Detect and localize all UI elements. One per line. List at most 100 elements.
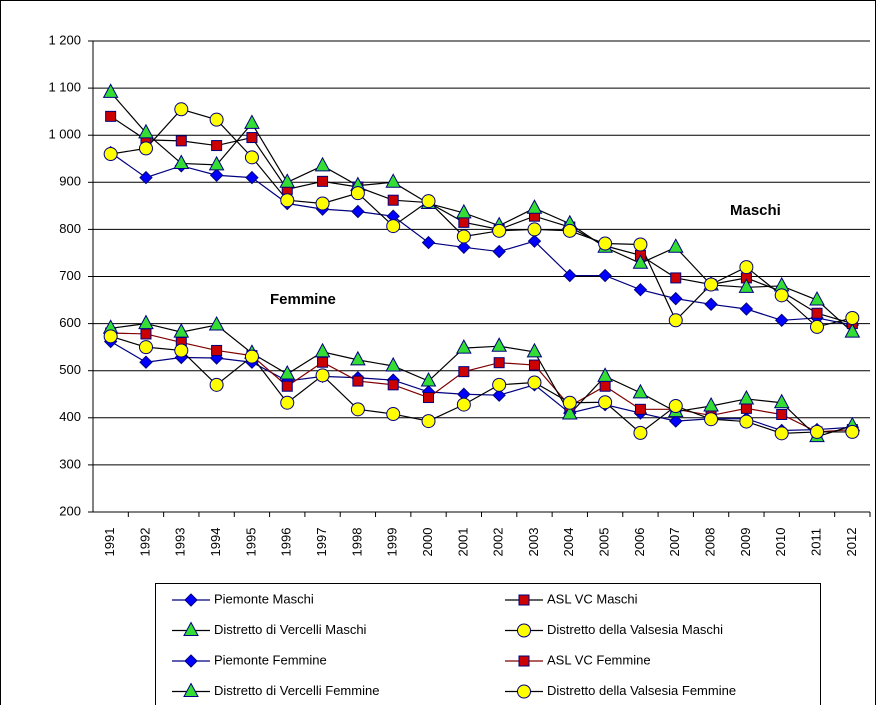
legend-label: Distretto della Valsesia Femmine <box>547 683 736 698</box>
marker <box>598 395 613 410</box>
marker <box>244 349 259 364</box>
marker <box>352 375 364 387</box>
marker <box>738 278 755 293</box>
marker <box>517 623 531 638</box>
marker <box>386 407 401 422</box>
x-tick-label: 2003 <box>526 528 541 557</box>
y-tick-label: 400 <box>59 409 81 424</box>
marker <box>208 155 225 171</box>
marker <box>138 314 154 330</box>
marker <box>457 240 471 255</box>
marker <box>704 412 719 427</box>
marker <box>351 204 365 219</box>
marker <box>315 368 330 383</box>
marker <box>174 343 189 358</box>
marker <box>174 102 189 117</box>
marker <box>704 297 718 311</box>
series-line <box>110 108 853 328</box>
y-tick-label: 1 200 <box>48 32 81 47</box>
series-line <box>110 91 853 333</box>
x-tick-label: 2008 <box>703 528 718 557</box>
marker <box>245 170 259 185</box>
marker <box>421 414 436 429</box>
x-tick-label: 1998 <box>349 528 364 557</box>
series-line <box>110 322 853 438</box>
x-tick-label: 1993 <box>173 528 188 557</box>
marker <box>634 403 646 415</box>
marker <box>527 234 542 248</box>
marker <box>387 379 399 391</box>
marker <box>517 684 531 699</box>
marker <box>633 425 648 440</box>
marker <box>739 302 754 316</box>
marker <box>281 380 293 392</box>
marker <box>528 359 540 371</box>
x-tick-label: 2002 <box>491 528 506 557</box>
marker <box>456 397 471 412</box>
legend-label: ASL VC Maschi <box>547 591 638 606</box>
marker <box>774 426 789 441</box>
y-tick-label: 900 <box>59 174 81 189</box>
y-tick-label: 600 <box>59 315 81 330</box>
x-tick-label: 1996 <box>279 528 294 557</box>
marker <box>527 222 542 237</box>
marker <box>811 307 823 319</box>
marker <box>492 223 507 238</box>
marker <box>183 621 199 636</box>
marker <box>350 350 366 366</box>
marker <box>492 377 507 392</box>
marker <box>492 388 506 402</box>
marker <box>315 196 330 211</box>
marker <box>703 396 719 412</box>
x-tick-label: 2001 <box>455 528 470 557</box>
marker <box>184 593 198 607</box>
marker <box>562 223 577 238</box>
marker <box>776 409 788 421</box>
marker <box>704 277 719 292</box>
x-tick-label: 2009 <box>738 528 753 557</box>
series-line <box>110 335 853 434</box>
x-tick-label: 1994 <box>208 528 223 557</box>
marker <box>211 140 223 152</box>
marker <box>844 323 861 338</box>
marker <box>598 268 612 283</box>
x-tick-label: 2011 <box>808 528 823 556</box>
x-tick-label: 2010 <box>773 528 788 557</box>
marker <box>317 175 329 187</box>
marker <box>317 356 329 368</box>
marker <box>103 147 118 162</box>
marker <box>280 395 295 410</box>
y-tick-label: 500 <box>59 362 81 377</box>
marker <box>633 237 648 252</box>
marker <box>599 380 611 392</box>
marker <box>314 342 331 358</box>
marker <box>385 173 402 188</box>
marker <box>668 313 683 328</box>
marker <box>456 203 472 219</box>
legend-label: Distretto di Vercelli Maschi <box>214 622 367 637</box>
y-tick-label: 800 <box>59 221 81 236</box>
marker <box>173 323 190 338</box>
x-tick-label: 2005 <box>597 528 612 557</box>
marker <box>668 399 683 414</box>
marker <box>562 395 577 410</box>
marker <box>810 319 825 334</box>
marker <box>492 244 506 259</box>
marker <box>105 110 117 122</box>
marker <box>669 291 683 306</box>
legend-label: Piemonte Maschi <box>214 591 314 606</box>
y-tick-label: 300 <box>59 456 81 471</box>
marker <box>518 655 530 667</box>
x-tick-label: 1992 <box>137 528 152 557</box>
legend-label: Piemonte Femmine <box>214 652 327 667</box>
marker <box>739 414 754 429</box>
marker <box>598 236 613 251</box>
marker <box>173 154 190 169</box>
marker <box>350 186 365 201</box>
marker <box>139 170 153 185</box>
marker <box>420 372 437 387</box>
marker <box>456 229 471 244</box>
marker <box>209 377 224 392</box>
marker <box>456 339 472 354</box>
marker <box>739 260 754 275</box>
